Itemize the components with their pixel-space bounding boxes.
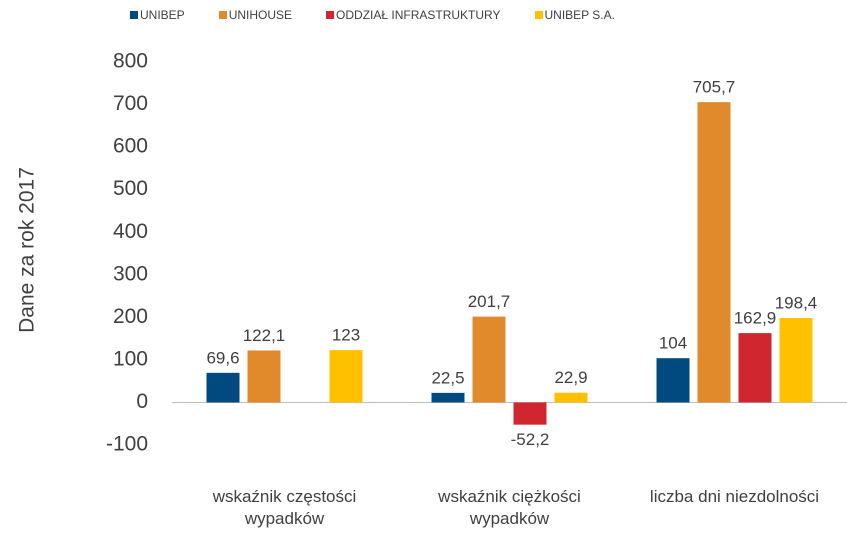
y-tick-label: 100	[113, 347, 148, 370]
bar	[513, 402, 547, 425]
bar	[431, 392, 465, 403]
bar	[554, 392, 588, 403]
bar	[247, 350, 281, 403]
bar	[779, 318, 813, 403]
bar	[697, 102, 731, 403]
y-tick-label: 400	[113, 220, 148, 243]
bar	[738, 333, 772, 403]
legend-label: ODDZIAŁ INFRASTRUKTURY	[336, 8, 501, 22]
bar	[656, 358, 690, 403]
bar	[472, 316, 506, 403]
x-tick-label: liczba dni niezdolności	[649, 487, 820, 506]
legend-item: ODDZIAŁ INFRASTRUKTURY	[326, 8, 501, 22]
bar	[329, 350, 363, 403]
y-tick-label: 200	[113, 305, 148, 328]
y-tick-label: 600	[113, 135, 148, 158]
legend-item: UNIBEP S.A.	[534, 8, 615, 22]
y-tick-label: 800	[113, 50, 148, 73]
legend: UNIBEP UNIHOUSE ODDZIAŁ INFRASTRUKTURY UNIB…	[130, 8, 830, 22]
data-label: 123	[332, 326, 360, 345]
data-label: 198,4	[775, 293, 818, 312]
y-tick-label: -100	[106, 433, 148, 456]
x-tick-label: wskaźnik ciężkości wypadków	[438, 487, 581, 528]
legend-swatch	[130, 11, 138, 19]
legend-label: UNIBEP	[140, 8, 185, 22]
legend-label: UNIBEP S.A.	[544, 8, 615, 22]
legend-item: UNIHOUSE	[218, 8, 293, 22]
y-tick-label: 700	[113, 92, 148, 115]
data-label: -52,2	[511, 430, 550, 449]
legend-label: UNIHOUSE	[228, 8, 293, 22]
legend-item: UNIBEP	[130, 8, 185, 22]
y-axis-label: Dane za rok 2017	[16, 167, 39, 333]
y-tick-label: 0	[136, 390, 148, 413]
data-label: 162,9	[734, 309, 777, 328]
legend-swatch	[326, 11, 335, 19]
y-tick-label: 500	[113, 177, 148, 200]
legend-swatch	[218, 11, 227, 19]
x-tick-label: wskaźnik częstości wypadków	[212, 487, 357, 528]
data-label: 22,9	[554, 368, 587, 387]
bar	[206, 372, 240, 403]
data-label: 22,5	[431, 368, 464, 387]
data-label: 69,6	[206, 348, 239, 367]
legend-swatch	[534, 11, 543, 19]
data-label: 122,1	[243, 326, 286, 345]
y-tick-label: 300	[113, 262, 148, 285]
data-label: 104	[659, 334, 687, 353]
data-label: 705,7	[693, 78, 736, 97]
data-label: 201,7	[468, 292, 511, 311]
